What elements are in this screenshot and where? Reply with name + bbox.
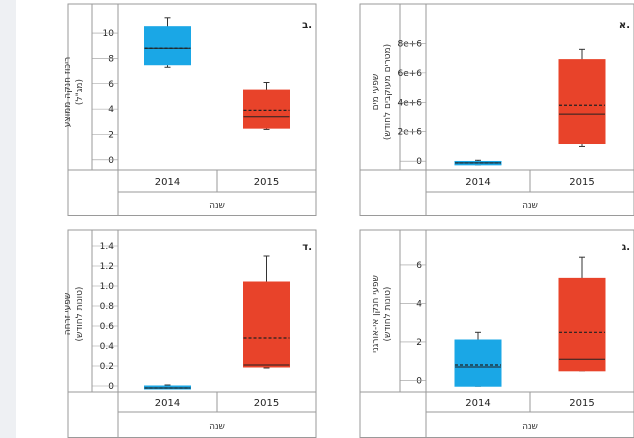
y-axis-title-line: (טונות לחודש)	[383, 287, 393, 342]
y-tick-label: 4e+6	[397, 98, 422, 108]
chart-panel-nitrate-concentration: 0 2 4 6 8 10 ריכוז חנקה ממוצע (מג"ל) 2014 2015 שנה…	[63, 3, 317, 216]
x-tick-label: 2015	[569, 177, 594, 188]
y-tick-label: 0.2	[100, 362, 114, 372]
y-tick-label: 6	[108, 80, 114, 90]
box-2014	[144, 384, 191, 390]
figure-page: 0 2e+6 4e+6 6e+6 8e+6 שפעי מים (מטרים מעוקבים …	[16, 0, 634, 438]
y-tick-label: 8e+6	[397, 39, 422, 49]
y-tick-label: 2	[416, 338, 422, 348]
y-tick-label: 1.4	[100, 242, 115, 252]
y-axis-title-line: (מג"ל)	[75, 79, 85, 105]
y-tick-label: 0	[416, 376, 422, 386]
x-tick-label: 2014	[465, 177, 490, 188]
panel-frame	[359, 3, 634, 216]
panel-label: ב.	[302, 20, 312, 31]
box-body	[243, 281, 290, 368]
chart-panel-phosphorus: 0 0.2 0.4 0.6 0.8 1.0 1.2 1.4 שפעי זרחה(טונות לח…	[63, 229, 317, 438]
box-2015	[243, 81, 290, 130]
y-tick-label: 4	[108, 105, 114, 115]
box-body	[558, 59, 606, 145]
y-tick-label: 8	[108, 54, 114, 64]
y-tick-label: 1.0	[100, 282, 115, 292]
y-tick-label: 0.6	[100, 322, 115, 332]
y-axis-title-line: ריכוז חנקה ממוצע	[63, 57, 73, 128]
x-axis-title: שנה	[209, 422, 225, 432]
y-tick-label: 6	[416, 261, 422, 271]
box-2014	[454, 331, 502, 387]
y-axis-title-line: (מטרים מעוקבים לחודש)	[383, 44, 393, 140]
panel-label: א.	[619, 20, 630, 31]
x-axis-title: שנה	[522, 201, 538, 211]
chart-panel-water-flow: 0 2e+6 4e+6 6e+6 8e+6 שפעי מים(מטרים מעוקבים …	[359, 3, 634, 216]
y-tick-label: 0	[108, 156, 114, 166]
x-axis-title: שנה	[209, 201, 225, 211]
x-tick-label: 2015	[254, 398, 279, 409]
box-body	[144, 26, 191, 66]
box-2014	[144, 17, 191, 68]
box-2015	[558, 48, 606, 147]
y-tick-label: 0.8	[100, 302, 115, 312]
y-axis-title-line: שפעי חנקן אי-אורגני	[371, 275, 381, 353]
y-tick-label: 6e+6	[397, 69, 422, 79]
box-2014	[454, 159, 502, 166]
x-axis-title: שנה	[522, 422, 538, 432]
x-tick-label: 2015	[254, 177, 279, 188]
x-tick-label: 2014	[155, 177, 180, 188]
box-body	[243, 89, 290, 129]
chart-panel-inorganic-nitrogen: 0 2 4 6 שפעי חנקן אי-אורגני (טונות לחודש) 2014…	[359, 229, 634, 438]
y-tick-label: 0	[108, 382, 114, 392]
box-2015	[558, 256, 606, 372]
y-axis-title-line: שפעי מים	[371, 74, 381, 111]
y-tick-label: 4	[416, 299, 422, 309]
y-tick-label: 2	[108, 130, 114, 140]
x-tick-label: 2014	[155, 398, 180, 409]
x-tick-label: 2015	[569, 398, 594, 409]
panel-label: ד.	[302, 242, 312, 253]
y-tick-label: 10	[103, 29, 115, 39]
y-tick-label: 2e+6	[397, 128, 422, 138]
x-tick-label: 2014	[465, 398, 490, 409]
y-tick-label: 0.4	[100, 342, 115, 352]
box-2015	[243, 255, 290, 369]
y-tick-label: 1.2	[100, 262, 114, 272]
y-axis-title-line: שפעי זרחה	[63, 293, 73, 335]
y-axis-title-line: (טונות לחודש)	[75, 287, 85, 342]
panel-frame	[67, 3, 317, 216]
box-body	[454, 339, 502, 387]
y-tick-label: 0	[416, 157, 422, 167]
box-body	[558, 277, 606, 372]
panel-label: ג.	[622, 242, 630, 253]
